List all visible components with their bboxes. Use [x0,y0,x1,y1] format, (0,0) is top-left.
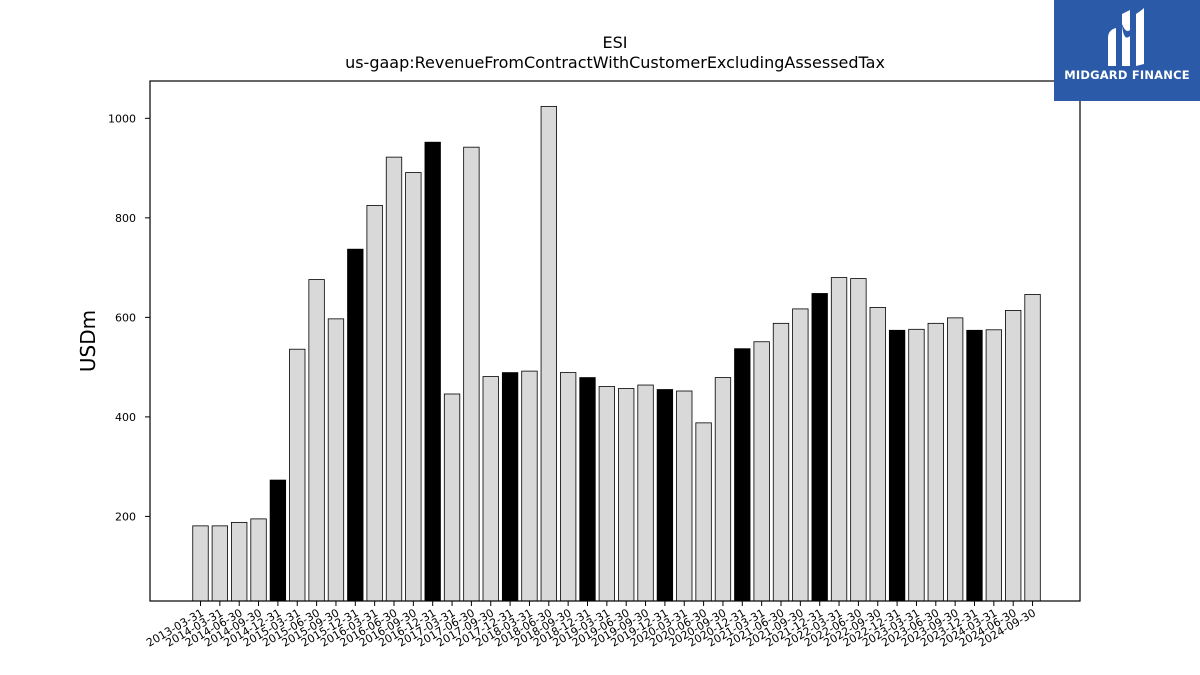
plot-frame [149,80,1081,602]
y-tick-label: 600 [115,311,136,324]
bar-2017-12-31 [501,372,519,602]
bar-2015-03-31 [289,348,306,602]
bar-2022-09-30 [869,307,886,602]
bar-2021-09-30 [792,308,809,602]
bar-2018-12-31 [579,377,596,602]
bar-2014-12-31 [269,479,287,602]
bar-2020-12-31 [734,348,751,602]
chart-subtitle: us-gaap:RevenueFromContractWithCustomerE… [345,53,885,72]
y-tick-label: 800 [115,212,136,225]
y-axis: 200 400 600 800 1000 [108,112,150,523]
bar-2015-06-30 [308,279,325,602]
bar-2019-12-31 [656,389,674,602]
bar-2016-12-31 [424,141,441,602]
bar-2013-03-31 [192,525,209,602]
bar-2019-09-30 [637,384,654,602]
bar-2024-03-31 [985,329,1002,602]
bar-2018-09-30 [560,372,577,602]
bar-2021-06-30 [772,322,790,602]
bar-2020-09-30 [714,377,732,602]
bar-2014-03-31 [211,525,229,602]
bar-2019-06-30 [618,388,635,602]
bar-2018-03-31 [521,370,538,602]
bar-2022-06-30 [850,278,867,602]
bar-2017-06-30 [463,146,480,602]
y-tick-label: 400 [115,411,136,424]
bar-2023-03-31 [908,328,925,602]
brand-logo: MIDGARD FINANCE [1054,0,1200,101]
bar-2021-12-31 [811,293,828,602]
logo-mark-icon [1108,8,1144,66]
bar-2015-12-31 [347,248,364,602]
bar-2022-03-31 [830,277,848,602]
bar-2014-09-30 [250,518,267,602]
bar-2023-06-30 [927,322,944,602]
bars-group [192,105,1041,602]
bar-2024-09-30 [1024,294,1041,602]
bar-2017-03-31 [443,393,461,602]
bar-2023-09-30 [947,317,964,602]
bar-2019-03-31 [598,386,615,602]
bar-2016-09-30 [405,172,422,602]
chart-title: ESI [603,33,628,52]
y-axis-label: USDm [76,310,100,372]
bar-2021-03-31 [753,341,770,602]
bar-2022-12-31 [888,329,906,602]
bar-2020-03-31 [676,390,693,602]
bar-2020-06-30 [695,422,712,602]
bar-2017-09-30 [482,376,499,602]
bar-2023-12-31 [966,329,983,602]
y-tick-label: 200 [115,510,136,523]
bar-2016-03-31 [366,204,383,602]
bar-2024-06-30 [1005,309,1022,602]
bar-2016-06-30 [385,156,403,602]
bar-2018-06-30 [540,105,557,602]
x-axis: 2013-03-312014-03-312014-06-302014-09-30… [144,601,1038,650]
bar-2015-09-30 [327,318,345,602]
logo-text: MIDGARD FINANCE [1064,68,1190,82]
y-tick-label: 1000 [108,112,136,125]
bar-2014-06-30 [231,521,248,602]
